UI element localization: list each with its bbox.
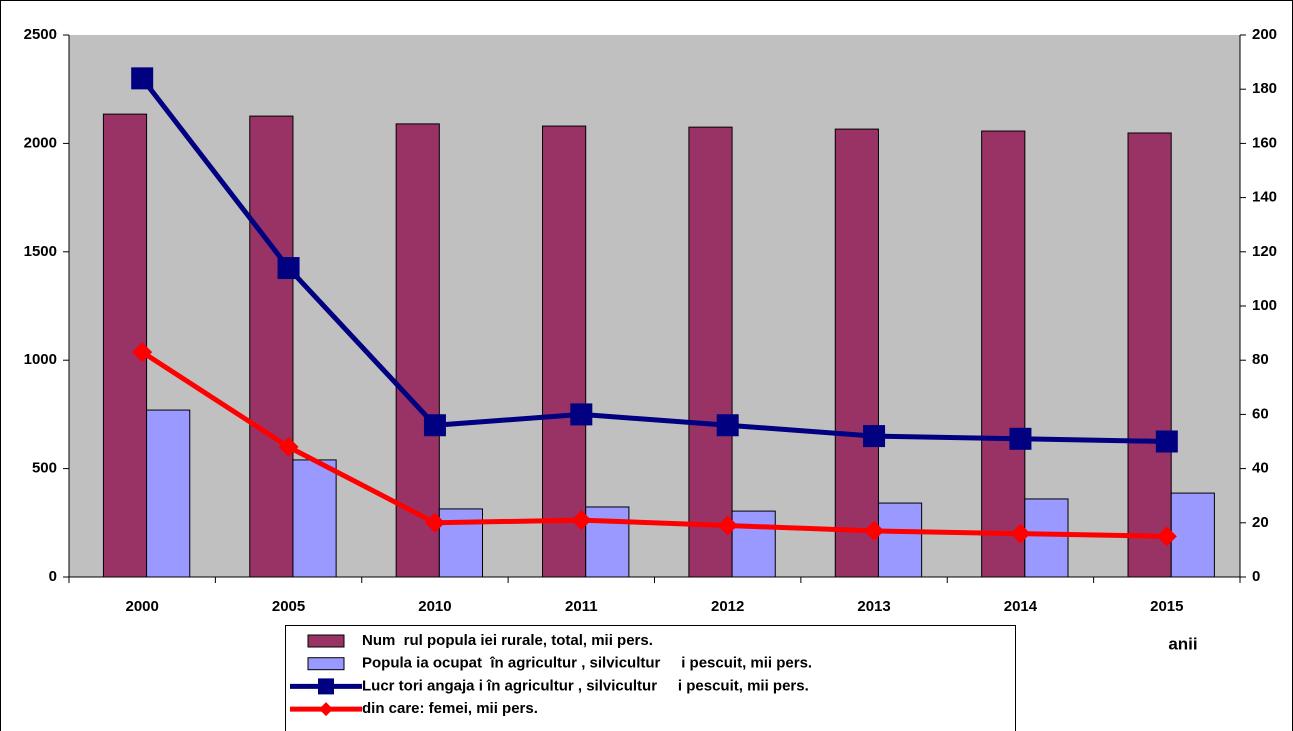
- y2-tick-label: 160: [1252, 134, 1277, 151]
- legend-marker: [318, 678, 334, 695]
- bar: [834, 128, 879, 578]
- x-tick-label: 2005: [272, 598, 305, 615]
- y-tick-label: 500: [32, 460, 57, 477]
- marker: [717, 515, 738, 536]
- bar: [542, 125, 587, 578]
- y2-tick-label: 180: [1252, 80, 1277, 97]
- marker: [571, 510, 592, 531]
- line: [140, 349, 1167, 539]
- x-tick-label: 2010: [418, 598, 451, 615]
- y-tick-label: 1500: [24, 243, 57, 260]
- y-tick-label: 0: [49, 568, 57, 585]
- marker: [570, 403, 593, 426]
- y-tick-label: 2000: [24, 134, 57, 151]
- y2-tick-label: 200: [1252, 26, 1277, 43]
- legend-label: Lucr tori angaja i în agricultur , silvi…: [362, 677, 809, 694]
- y2-tick-label: 0: [1252, 568, 1260, 585]
- x-tick-label: 2013: [857, 598, 890, 615]
- x-axis-label: anii: [1168, 634, 1197, 653]
- marker: [864, 520, 885, 541]
- bar: [585, 506, 630, 578]
- legend-marker: [319, 702, 333, 717]
- marker: [131, 67, 154, 90]
- legend-label: din care: femei, mii pers.: [362, 700, 538, 717]
- marker: [132, 342, 153, 363]
- bar: [292, 459, 337, 578]
- bar: [1170, 492, 1215, 578]
- x-tick-label: 2000: [126, 598, 159, 615]
- bar: [688, 126, 733, 578]
- bar: [249, 115, 294, 578]
- y-tick-label: 2500: [24, 26, 57, 43]
- y2-tick-label: 60: [1252, 405, 1269, 422]
- marker: [1009, 427, 1032, 450]
- bar: [1127, 132, 1172, 578]
- x-tick-label: 2015: [1150, 598, 1183, 615]
- marker: [1155, 430, 1178, 453]
- x-tick-label: 2011: [565, 598, 598, 615]
- y2-tick-label: 100: [1252, 297, 1277, 314]
- legend-label: Num rul popula iei rurale, total, mii pe…: [362, 632, 653, 649]
- x-tick-label: 2012: [711, 598, 744, 615]
- bar: [146, 409, 191, 578]
- y2-tick-label: 140: [1252, 189, 1277, 206]
- marker: [277, 257, 300, 280]
- legend-swatch: [307, 657, 345, 671]
- x-tick-label: 2014: [1004, 598, 1038, 615]
- bar: [981, 130, 1026, 578]
- plot-area: [69, 35, 1240, 577]
- legend-swatch: [307, 634, 345, 648]
- bar: [1024, 498, 1069, 578]
- bar: [877, 502, 923, 578]
- bar: [395, 123, 440, 578]
- legend-label: Popula ia ocupat în agricultur , silvicu…: [362, 655, 812, 672]
- y2-tick-label: 120: [1252, 243, 1277, 260]
- y2-tick-label: 40: [1252, 460, 1269, 477]
- marker: [423, 414, 446, 437]
- marker: [278, 436, 299, 457]
- bar: [731, 510, 776, 578]
- line: [140, 76, 1167, 444]
- marker: [1010, 523, 1031, 544]
- bar: [438, 508, 484, 578]
- marker: [863, 425, 886, 448]
- y2-tick-label: 80: [1252, 351, 1269, 368]
- y2-tick-label: 20: [1252, 514, 1269, 531]
- marker: [1156, 526, 1177, 547]
- marker: [716, 414, 739, 437]
- y-tick-label: 1000: [24, 351, 57, 368]
- legend: [285, 625, 1016, 731]
- marker: [424, 512, 445, 533]
